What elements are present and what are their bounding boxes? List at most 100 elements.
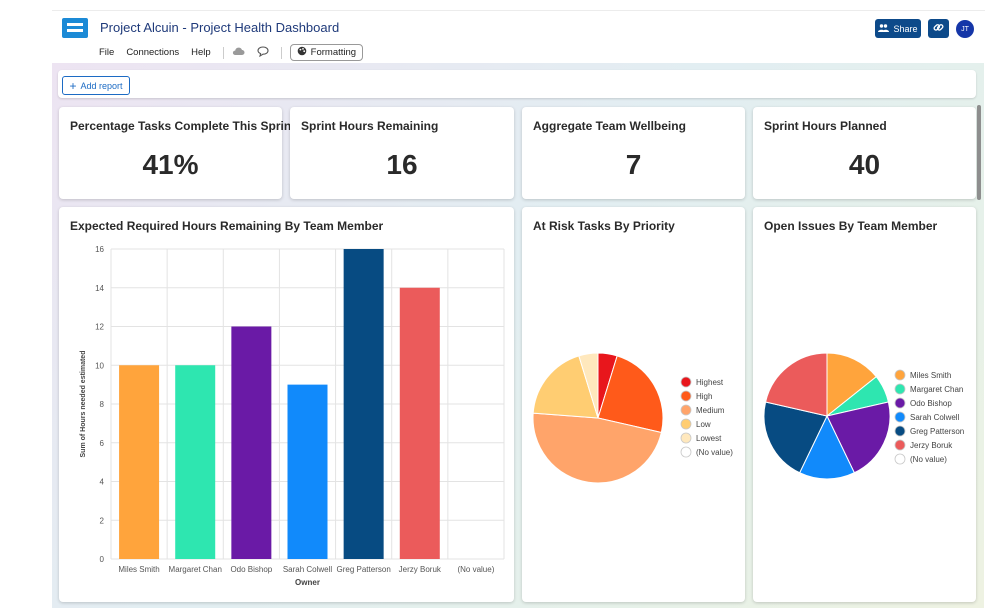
bar	[175, 365, 216, 559]
formatting-button[interactable]: Formatting	[289, 44, 364, 61]
y-tick-label: 10	[95, 361, 104, 370]
y-axis-label: Sum of Hours needed estimated	[80, 351, 87, 458]
share-button[interactable]: Share	[875, 19, 921, 38]
legend-label: Medium	[696, 406, 725, 415]
bar	[231, 326, 272, 559]
legend-label: Jerzy Boruk	[910, 441, 953, 450]
legend-swatch	[680, 390, 692, 402]
x-axis-label: Owner	[295, 578, 320, 587]
pie-slice	[597, 355, 664, 434]
legend-swatch	[680, 432, 692, 444]
x-tick-label: Greg Patterson	[337, 565, 391, 574]
share-label: Share	[893, 23, 918, 34]
legend-label: Greg Patterson	[910, 427, 964, 436]
legend-label: Odo Bishop	[910, 399, 952, 408]
formatting-label: Formatting	[310, 47, 357, 58]
legend-label: (No value)	[910, 455, 947, 464]
document-title[interactable]: Project Alcuin - Project Health Dashboar…	[100, 20, 340, 35]
kpi-card-team-wellbeing[interactable]: Aggregate Team Wellbeing 7	[522, 107, 745, 199]
kpi-title: Sprint Hours Remaining	[301, 119, 439, 133]
pie-slice	[798, 414, 856, 480]
chart-title: Expected Required Hours Remaining By Tea…	[70, 219, 384, 233]
kpi-value: 7	[625, 149, 642, 180]
pie-chart-card-open-issues[interactable]: Open Issues By Team Member Miles Smith Ma…	[753, 207, 976, 602]
legend-swatch	[894, 439, 906, 451]
cloud-icon[interactable]	[232, 47, 245, 59]
people-icon	[878, 23, 890, 34]
legend-label: Highest	[696, 378, 724, 387]
pie-slice	[532, 412, 662, 484]
bar-chart: 0 2 4 6 8 10 12 14 16 Miles Smith Margaret Chan Odo…	[80, 245, 505, 587]
kpi-card-hours-planned[interactable]: Sprint Hours Planned 40	[753, 107, 976, 199]
avatar[interactable]: JT	[956, 20, 974, 38]
legend-swatch	[680, 418, 692, 430]
legend-label: Sarah Colwell	[910, 413, 960, 422]
legend-label: Lowest	[696, 434, 722, 443]
pie-slice	[578, 352, 599, 419]
kpi-value: 16	[386, 149, 418, 180]
app-logo-icon[interactable]	[62, 18, 88, 38]
header-divider	[52, 10, 985, 11]
pie-chart-priority: Highest High Medium Low Lowest (No value)	[532, 352, 733, 484]
pie-slice	[764, 352, 828, 417]
pie-slice	[826, 352, 877, 418]
comment-icon[interactable]	[257, 45, 269, 60]
pie-slice	[763, 401, 828, 474]
bar	[343, 249, 384, 559]
kpi-title: Sprint Hours Planned	[764, 119, 887, 133]
pie-slice	[532, 355, 599, 419]
legend-swatch	[894, 411, 906, 423]
menu-file[interactable]: File	[99, 47, 115, 58]
y-tick-label: 6	[100, 439, 105, 448]
y-tick-label: 16	[95, 245, 104, 254]
menu-connections[interactable]: Connections	[126, 47, 180, 58]
kpi-value: 40	[848, 149, 881, 180]
pie-slice	[826, 401, 891, 474]
kpi-card-tasks-complete[interactable]: Percentage Tasks Complete This Sprint 41…	[59, 107, 295, 199]
legend-swatch	[894, 453, 906, 465]
plus-icon: +	[69, 78, 77, 93]
legend-label: High	[696, 392, 712, 401]
y-tick-label: 8	[100, 400, 105, 409]
y-tick-label: 0	[100, 555, 105, 564]
report-toolbar	[58, 70, 976, 98]
chart-title: Open Issues By Team Member	[764, 219, 938, 233]
kpi-card-hours-remaining[interactable]: Sprint Hours Remaining 16	[290, 107, 514, 199]
menu-separator	[280, 46, 282, 59]
legend-label: Low	[696, 420, 711, 429]
bar-chart-card[interactable]: Expected Required Hours Remaining By Tea…	[59, 207, 514, 602]
legend-label: Margaret Chan	[910, 385, 963, 394]
add-report-label: Add report	[80, 80, 123, 91]
pie-chart-card-priority[interactable]: At Risk Tasks By Priority Highest High Med…	[522, 207, 745, 602]
link-icon	[933, 20, 944, 38]
menu-bar: File Connections Help Formatting	[99, 44, 364, 61]
legend-swatch	[894, 369, 906, 381]
x-tick-label: Margaret Chan	[169, 565, 222, 574]
palette-icon	[297, 46, 307, 59]
y-tick-label: 4	[100, 478, 105, 487]
pie-chart-open-issues: Miles Smith Margaret Chan Odo Bishop Sarah …	[763, 352, 964, 480]
x-tick-label: Miles Smith	[118, 565, 159, 574]
legend-swatch	[680, 404, 692, 416]
legend-swatch	[680, 446, 692, 458]
kpi-title: Percentage Tasks Complete This Sprint	[70, 119, 296, 133]
y-tick-label: 2	[100, 516, 105, 525]
add-report-button[interactable]: + Add report	[62, 76, 130, 95]
x-tick-label: Odo Bishop	[230, 565, 272, 574]
bar	[287, 384, 328, 559]
y-tick-label: 12	[95, 323, 104, 332]
kpi-value: 41%	[142, 149, 199, 180]
legend-label: Miles Smith	[910, 371, 951, 380]
legend-swatch	[894, 383, 906, 395]
x-tick-label: Jerzy Boruk	[399, 565, 442, 574]
legend-swatch	[680, 376, 692, 388]
legend-label: (No value)	[696, 448, 733, 457]
menu-separator	[222, 46, 224, 59]
scrollbar-thumb[interactable]	[977, 105, 981, 200]
menu-help[interactable]: Help	[191, 47, 211, 58]
bar	[399, 287, 440, 559]
legend-swatch	[894, 425, 906, 437]
x-tick-label: Sarah Colwell	[283, 565, 333, 574]
copy-link-button[interactable]	[928, 19, 949, 38]
legend-swatch	[894, 397, 906, 409]
